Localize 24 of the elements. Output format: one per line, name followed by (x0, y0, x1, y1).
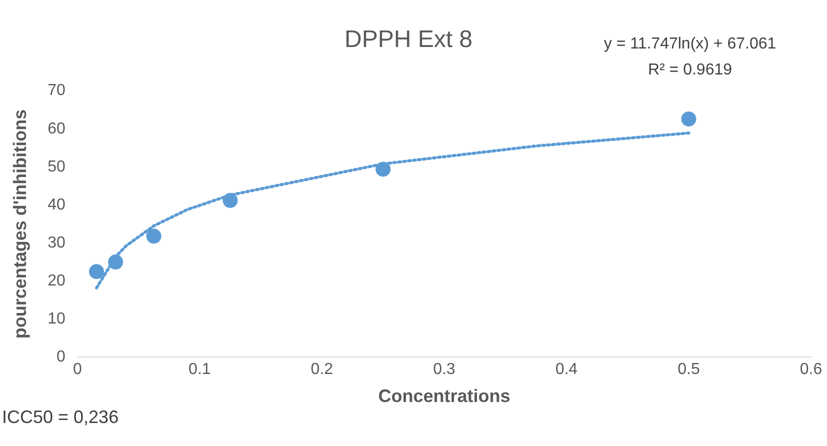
point (681, 111, 696, 126)
point (89, 264, 104, 280)
x-tick-label: 0.2 (310, 361, 334, 378)
y-tick-label: 10 (48, 310, 66, 328)
x-tick-label: 0.4 (555, 361, 578, 378)
y-tick-label: 30 (48, 234, 66, 252)
y-tick-label: 60 (48, 120, 66, 138)
text: R² = 0.9619 (648, 61, 732, 78)
x-tick-label: 0.3 (433, 361, 456, 378)
y-tick-label: 70 (48, 82, 66, 100)
x-axis-title: Concentrations (378, 386, 510, 406)
y-tick-label: 50 (48, 158, 66, 176)
text: ICC50 = 0,236 (2, 406, 119, 427)
x-tick-label: 0.1 (188, 361, 211, 378)
chart-title: DPPH Ext 8 (344, 26, 473, 54)
x-tick-label: 0 (72, 361, 82, 378)
y-tick-label: 0 (56, 348, 66, 366)
y-tick-label: 40 (48, 196, 66, 214)
y-tick-label: 20 (48, 272, 66, 290)
point (146, 228, 162, 244)
text: y = 11.747ln(x) + 67.061 (604, 35, 776, 52)
x-tick-label: 0.6 (800, 361, 822, 378)
x-tick-label: 0.5 (678, 361, 700, 378)
y-axis-title: pourcentages d'inhibitions (10, 109, 30, 339)
